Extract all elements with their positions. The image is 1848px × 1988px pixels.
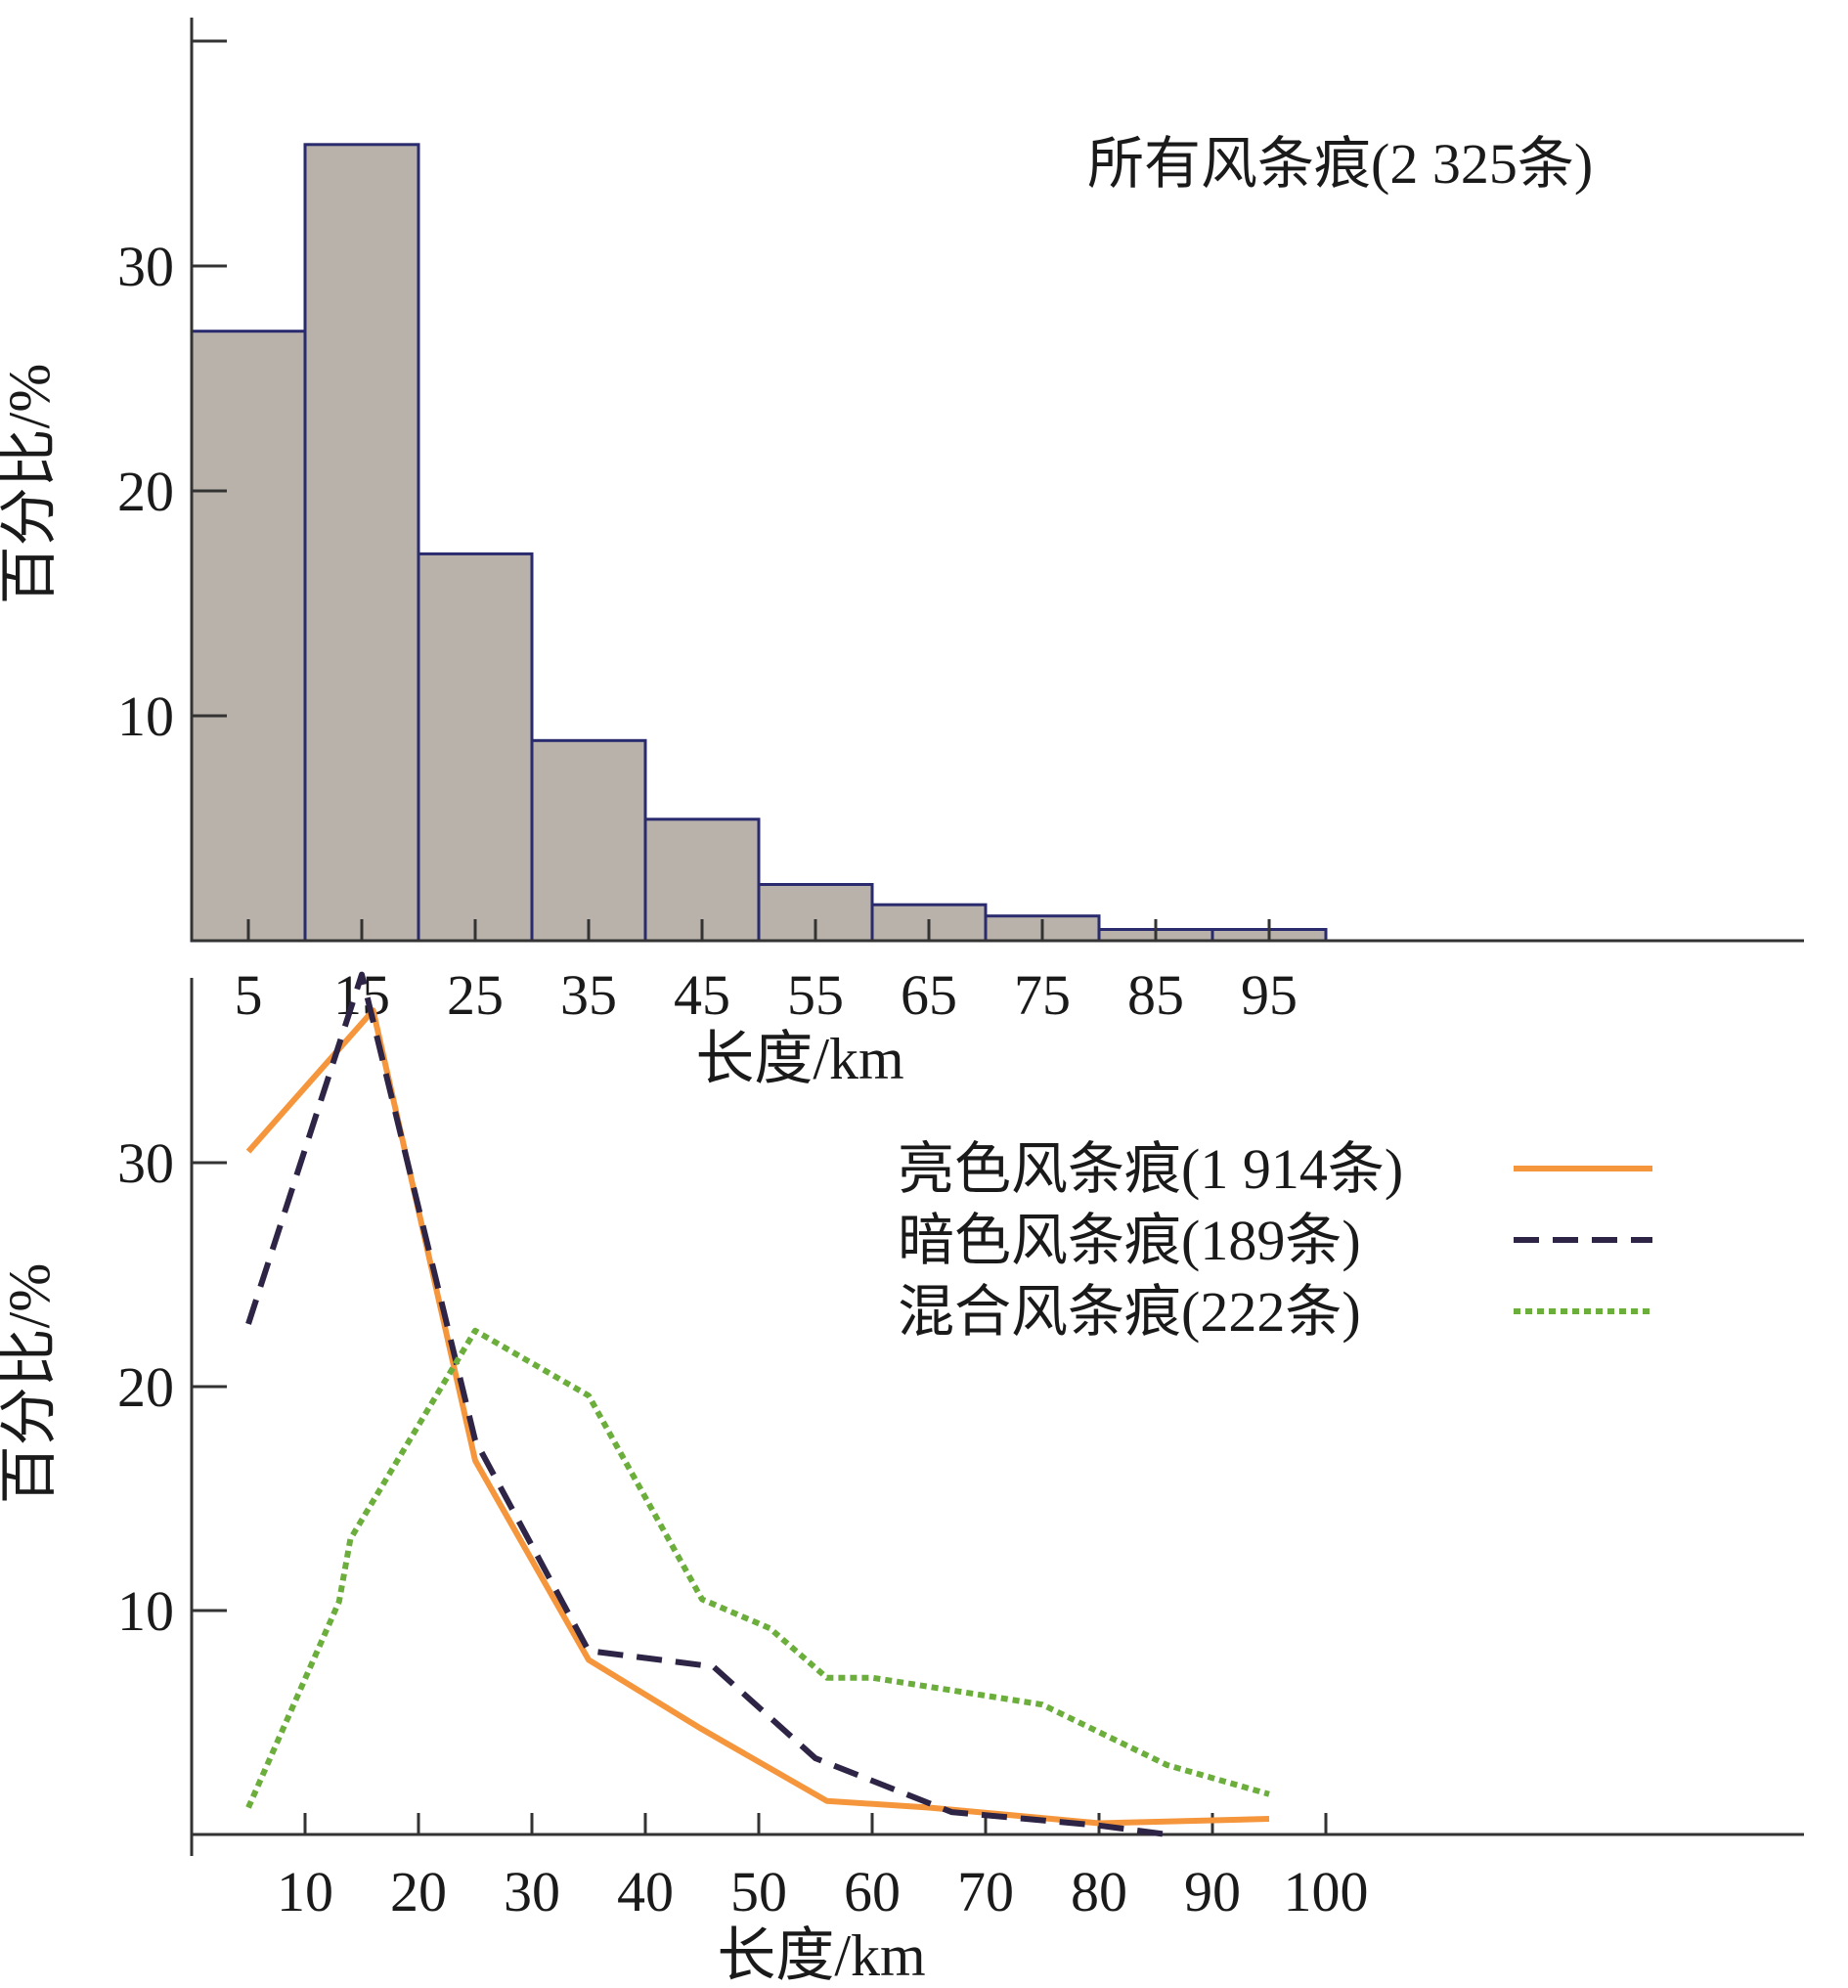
line-chart-x-tick-label: 10 (277, 1860, 333, 1923)
histogram-x-tick-label: 65 (901, 963, 957, 1027)
line-chart-series (245, 971, 1270, 1837)
histogram-x-tick-label: 85 (1127, 963, 1184, 1027)
line-chart-x-tick-label: 70 (957, 1860, 1014, 1923)
legend-label-solid: 亮色风条痕(1 914条) (898, 1137, 1403, 1201)
histogram-x-tick-label: 45 (674, 963, 730, 1027)
histogram-bars (190, 143, 1328, 943)
histogram-bar-15 (303, 143, 420, 943)
series-line-dashed (245, 971, 1167, 1837)
line-chart-y-tick-label: 10 (117, 1579, 174, 1643)
histogram-y-tick-label: 30 (117, 235, 174, 298)
legend: 亮色风条痕(1 914条) 暗色风条痕(189条) 混合风条痕(222条) (898, 1137, 1652, 1344)
histogram-x-tick-label: 55 (787, 963, 844, 1027)
line-chart-x-axis-title: 长度/km (717, 1923, 925, 1988)
series-line-dotted (245, 1327, 1270, 1809)
histogram-y-axis-title: 百分比/% (0, 364, 62, 605)
line-chart-x-tick-label: 40 (617, 1860, 674, 1923)
histogram-x-tick-label: 35 (560, 963, 617, 1027)
line-chart-x-tick-label: 20 (390, 1860, 447, 1923)
line-chart-x-tick-label: 90 (1184, 1860, 1241, 1923)
histogram-bar-5 (190, 330, 307, 943)
histogram-bar-35 (530, 738, 647, 943)
histogram-y-tick-label: 20 (117, 460, 174, 523)
line-chart-x-tick-label: 60 (844, 1860, 901, 1923)
histogram-x-axis-title: 长度/km (695, 1027, 903, 1091)
line-chart-axes: 10 20 30 10 20 30 40 50 60 70 80 90 100 (117, 978, 1804, 1923)
legend-label-dashed: 暗色风条痕(189条) (898, 1209, 1361, 1272)
line-chart-x-tick-label: 100 (1284, 1860, 1369, 1923)
line-chart-y-tick-label: 20 (117, 1355, 174, 1419)
histogram-x-tick-label: 25 (447, 963, 504, 1027)
line-chart-x-tick-label: 30 (504, 1860, 560, 1923)
line-panel: 10 20 30 10 20 30 40 50 60 70 80 90 100 亮色风条痕(1 914条… (0, 971, 1804, 1988)
legend-label-dotted: 混合风条痕(222条) (898, 1280, 1361, 1344)
histogram-y-tick-label: 10 (117, 685, 174, 748)
histogram-annotation: 所有风条痕(2 325条) (1087, 132, 1593, 196)
line-chart-y-tick-label: 30 (117, 1131, 174, 1195)
line-chart-y-axis-title: 百分比/% (0, 1263, 62, 1505)
histogram-bar-25 (417, 552, 534, 943)
histogram-x-tick-label: 75 (1014, 963, 1071, 1027)
line-chart-x-tick-label: 80 (1071, 1860, 1127, 1923)
histogram-x-tick-label: 95 (1241, 963, 1298, 1027)
line-chart-x-tick-label: 50 (730, 1860, 787, 1923)
histogram-x-tick-label: 5 (235, 963, 263, 1027)
